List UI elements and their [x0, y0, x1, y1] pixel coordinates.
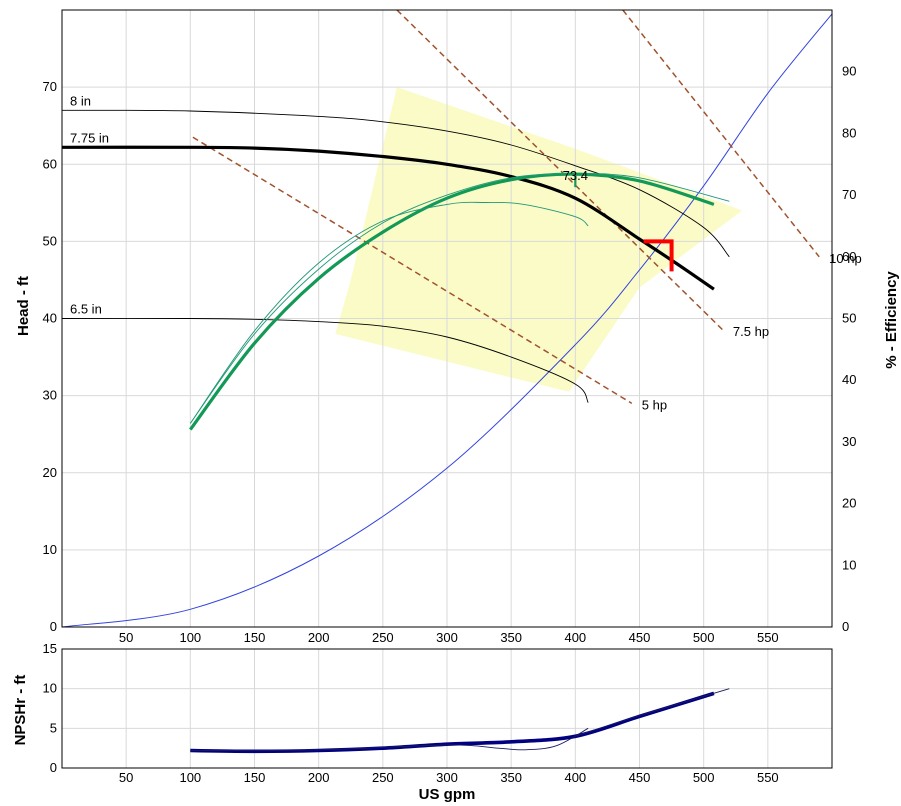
x-tick-label: 400	[564, 630, 586, 645]
x-tick-label: 250	[372, 630, 394, 645]
head-curve-label: 8 in	[70, 93, 91, 108]
system-curve	[61, 13, 833, 628]
npsh-curves	[190, 688, 730, 754]
efficiency-tick-label: 20	[842, 496, 856, 511]
efficiency-axis-title: % - Efficiency	[883, 271, 900, 369]
x-tick-label: 500	[693, 630, 715, 645]
power-lines	[192, 9, 820, 404]
power-line-label: 10 hp	[829, 251, 862, 266]
x-tick-label: 150	[244, 630, 266, 645]
main-plot: 73.4 50 100 150 200 250 300 350 400 450 500 550 01…	[15, 9, 900, 645]
head-tick-label: 40	[43, 311, 57, 326]
x-tick-label: 300	[436, 630, 458, 645]
head-curve	[61, 109, 730, 258]
npsh-x-tick-label: 50	[119, 770, 133, 785]
npsh-x-tick-label: 400	[564, 770, 586, 785]
efficiency-tick-label: 0	[842, 619, 849, 634]
head-tick-label: 50	[43, 233, 57, 248]
npsh-tick-label: 10	[43, 681, 57, 696]
head-tick-label: 0	[50, 619, 57, 634]
main-plot-frame	[61, 9, 833, 628]
head-curve-label: 7.75 in	[70, 130, 109, 145]
head-axis-title: Head - ft	[15, 276, 32, 336]
efficiency-curve	[189, 201, 589, 424]
npsh-axis-title: NPSHr - ft	[12, 675, 29, 746]
npsh-grid	[62, 649, 832, 768]
npsh-x-tick-label: 200	[308, 770, 330, 785]
head-tick-label: 20	[43, 465, 57, 480]
efficiency-tick-label: 50	[842, 311, 856, 326]
x-tick-label: 550	[757, 630, 779, 645]
npsh-plot: 50 100 150 200 250 300 350 400 450 500 550 051015 …	[12, 641, 833, 803]
npsh-x-tick-label: 250	[372, 770, 394, 785]
npsh-x-tick-label: 150	[244, 770, 266, 785]
efficiency-tick-label: 30	[842, 434, 856, 449]
efficiency-curve	[189, 173, 730, 424]
x-tick-label: 350	[500, 630, 522, 645]
efficiency-curve	[189, 172, 715, 431]
efficiency-tick-label: 40	[842, 372, 856, 387]
main-x-ticks: 50 100 150 200 250 300 350 400 450 500 550	[119, 630, 779, 645]
head-axis-ticks: 0 10 20 30 40 50 60 70	[43, 79, 57, 634]
npsh-curve	[190, 691, 715, 754]
npsh-x-tick-label: 100	[179, 770, 201, 785]
head-curve-label: 6.5 in	[70, 302, 102, 317]
power-line-label: 7.5 hp	[733, 324, 769, 339]
head-curve	[61, 318, 589, 403]
duty-point-marker	[643, 239, 674, 272]
markers: 73.4	[563, 168, 674, 272]
head-tick-label: 70	[43, 79, 57, 94]
x-tick-label: 200	[308, 630, 330, 645]
head-curves	[61, 109, 730, 403]
head-curve	[61, 145, 715, 291]
curve-labels: 5 hp 7.5 hp 10 hp 8 in 7.75 in 6.5 in	[70, 93, 862, 412]
npsh-tick-label: 15	[43, 641, 57, 656]
power-line-label: 5 hp	[642, 397, 667, 412]
head-tick-label: 10	[43, 542, 57, 557]
power-line	[622, 9, 820, 258]
npsh-x-tick-label: 350	[500, 770, 522, 785]
efficiency-tick-label: 90	[842, 64, 856, 79]
bep-efficiency-label: 73.4	[563, 168, 588, 183]
npsh-tick-label: 5	[50, 720, 57, 735]
x-tick-label: 50	[119, 630, 133, 645]
npsh-tick-label: 0	[50, 760, 57, 775]
npsh-axis-ticks: 0 5 10 15	[43, 641, 57, 775]
efficiency-tick-label: 10	[842, 557, 856, 572]
npsh-x-tick-label: 550	[757, 770, 779, 785]
npsh-x-ticks: 50 100 150 200 250 300 350 400 450 500 550	[119, 770, 779, 785]
x-tick-label: 100	[179, 630, 201, 645]
power-line	[396, 9, 724, 331]
efficiency-tick-label: 70	[842, 187, 856, 202]
x-tick-label: 450	[629, 630, 651, 645]
npsh-x-tick-label: 300	[436, 770, 458, 785]
main-grid	[62, 10, 832, 627]
x-axis-title: US gpm	[419, 786, 476, 803]
system-curve-line	[61, 13, 833, 628]
npsh-x-tick-label: 450	[629, 770, 651, 785]
efficiency-tick-label: 80	[842, 125, 856, 140]
efficiency-curves	[189, 172, 730, 431]
npsh-curve	[190, 727, 589, 751]
efficiency-tick-label: 60	[842, 249, 856, 264]
npsh-curve	[575, 688, 730, 737]
power-line	[192, 136, 633, 404]
head-tick-label: 30	[43, 388, 57, 403]
efficiency-axis-ticks: 0 10 20 30 40 50 60 70 80 90	[842, 64, 856, 634]
npsh-plot-frame	[61, 648, 833, 769]
head-tick-label: 60	[43, 156, 57, 171]
npsh-x-tick-label: 500	[693, 770, 715, 785]
